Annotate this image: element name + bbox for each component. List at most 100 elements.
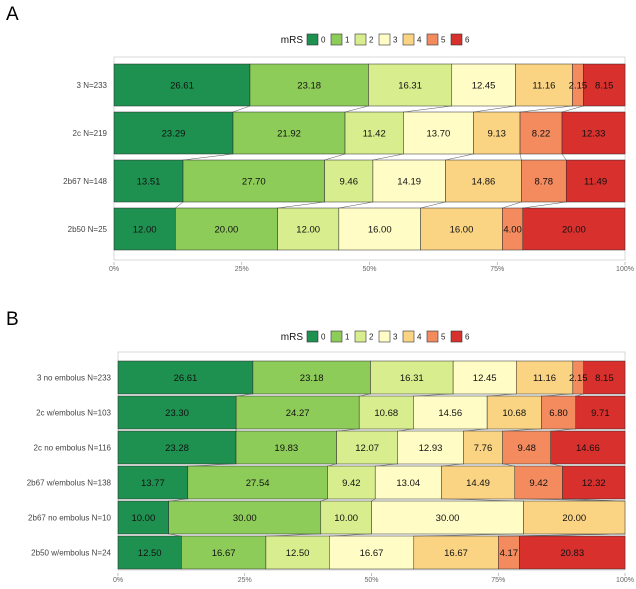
segment-label: 20.00 xyxy=(215,225,239,236)
panel-b-label: B xyxy=(6,309,19,330)
legend-swatch-mrs-4 xyxy=(402,330,415,343)
bar-2b50-w-embolus-n-24-mrs-6 xyxy=(519,535,626,570)
bar-2b67-w-embolus-n-138-mrs-4 xyxy=(441,465,516,500)
panel-a-bars xyxy=(113,63,626,251)
bar-2b50-n-25-mrs-0 xyxy=(113,207,176,251)
connector-line xyxy=(550,428,576,432)
bar-2b67-no-embolus-n-10-mrs-4 xyxy=(523,500,626,535)
legend-label-mrs-5: 5 xyxy=(441,36,446,45)
bar-2b67-w-embolus-n-138-mrs-3 xyxy=(374,465,442,500)
bar-2c-no-embolus-n-116-mrs-0 xyxy=(117,430,237,465)
segment-label: 12.00 xyxy=(133,225,157,236)
bar-3-n-233-mrs-6 xyxy=(583,63,626,107)
legend-swatch-mrs-3 xyxy=(378,330,391,343)
bar-2b50-w-embolus-n-24-mrs-4 xyxy=(413,535,499,570)
bar-2b67-w-embolus-n-138-mrs-6 xyxy=(562,465,626,500)
legend-label-mrs-1: 1 xyxy=(345,36,350,45)
connector-line xyxy=(514,498,626,502)
connector-line xyxy=(519,153,522,161)
connector-line xyxy=(320,498,328,502)
legend-swatch-mrs-1 xyxy=(330,33,343,46)
x-tick-label: 75% xyxy=(490,266,504,273)
category-label: 2c N=219 xyxy=(73,129,108,138)
connector-line xyxy=(473,105,516,113)
panel-a-label: A xyxy=(6,4,19,25)
bar-3-no-embolus-n-233-mrs-3 xyxy=(452,360,517,395)
segment-label: 16.00 xyxy=(450,225,474,236)
connector-line xyxy=(487,393,517,397)
segment-label: 12.93 xyxy=(419,443,443,454)
category-label: 2c w/embolus N=103 xyxy=(36,409,111,418)
legend-swatch-mrs-3 xyxy=(378,33,391,46)
bar-2b67-n-148-mrs-6 xyxy=(565,159,626,203)
x-tick-label: 100% xyxy=(616,577,634,584)
segment-label: 16.00 xyxy=(368,225,392,236)
bar-2c-w-embolus-n-103-mrs-4 xyxy=(486,395,542,430)
bar-2b67-no-embolus-n-10-mrs-3 xyxy=(371,500,524,535)
connector-line xyxy=(277,201,325,209)
bar-2b67-w-embolus-n-138-mrs-1 xyxy=(187,465,328,500)
panel-a-x-ticks: 0% 25% 50% 75% 100% xyxy=(109,262,634,273)
segment-label: 26.61 xyxy=(174,373,198,384)
bar-2c-w-embolus-n-103-mrs-1 xyxy=(235,395,360,430)
connector-line xyxy=(344,105,369,113)
segment-label: 9.48 xyxy=(517,443,536,454)
bar-3-no-embolus-n-233-mrs-6 xyxy=(583,360,626,395)
connector-line xyxy=(375,463,398,467)
segment-label: 10.68 xyxy=(502,408,526,419)
connector-line xyxy=(372,153,404,161)
connector-line xyxy=(265,533,321,537)
legend-swatch-mrs-0 xyxy=(306,33,319,46)
bar-2c-no-embolus-n-116-mrs-4 xyxy=(463,430,503,465)
bar-2b67-no-embolus-n-10-mrs-0 xyxy=(117,500,169,535)
connector-line xyxy=(441,463,464,467)
segment-label: 12.07 xyxy=(355,443,379,454)
category-label: 3 no embolus N=233 xyxy=(37,374,112,383)
bar-3-no-embolus-n-233-mrs-4 xyxy=(515,360,574,395)
segment-label: 7.76 xyxy=(474,443,493,454)
connector-line xyxy=(575,393,584,397)
bar-2c-n-219-mrs-2 xyxy=(344,111,404,155)
connector-line xyxy=(232,105,251,113)
bar-2b67-n-148-mrs-4 xyxy=(445,159,522,203)
segment-label: 27.70 xyxy=(242,177,266,188)
segment-label: 23.29 xyxy=(162,129,186,140)
segment-label: 12.50 xyxy=(286,548,310,559)
segment-label: 13.51 xyxy=(137,177,161,188)
panel-b-legend-items: 0 1 2 3 4 5 6 xyxy=(306,330,470,343)
bar-2c-n-219-mrs-0 xyxy=(113,111,234,155)
legend-label-mrs-0: 0 xyxy=(321,333,326,342)
segment-label: 11.42 xyxy=(363,129,386,140)
bar-3-no-embolus-n-233-mrs-0 xyxy=(117,360,254,395)
legend-swatch-mrs-5 xyxy=(426,33,439,46)
legend-label-mrs-4: 4 xyxy=(417,333,422,342)
segment-label: 14.66 xyxy=(576,443,600,454)
segment-label: 8.78 xyxy=(535,177,554,188)
segment-label: 19.83 xyxy=(274,443,298,454)
panel-b-x-ticks: 0% 25% 50% 75% 100% xyxy=(113,573,634,584)
legend-label-mrs-4: 4 xyxy=(417,36,422,45)
bar-2c-n-219-mrs-3 xyxy=(403,111,474,155)
bar-2b67-n-148-mrs-5 xyxy=(521,159,567,203)
segment-label: 12.00 xyxy=(296,225,320,236)
bar-2c-w-embolus-n-103-mrs-6 xyxy=(575,395,626,430)
bar-2b50-n-25-mrs-1 xyxy=(175,207,278,251)
bar-2c-no-embolus-n-116-mrs-5 xyxy=(502,430,551,465)
connector-line xyxy=(561,153,567,161)
connector-line xyxy=(168,498,188,502)
bar-2b67-n-148-mrs-2 xyxy=(324,159,374,203)
connector-line xyxy=(520,105,573,113)
bar-2b50-w-embolus-n-24-mrs-1 xyxy=(181,535,267,570)
bar-2b50-n-25-mrs-6 xyxy=(522,207,626,251)
panel-a-legend-title: mRS xyxy=(281,35,304,46)
bar-2c-w-embolus-n-103-mrs-0 xyxy=(117,395,237,430)
segment-label: 13.77 xyxy=(141,478,165,489)
bar-3-no-embolus-n-233-mrs-1 xyxy=(252,360,371,395)
category-label: 2b67 no embolus N=10 xyxy=(28,514,112,523)
legend-label-mrs-3: 3 xyxy=(393,36,398,45)
segment-label: 16.31 xyxy=(398,81,422,92)
segment-label: 20.83 xyxy=(560,548,584,559)
category-label: 2b50 w/embolus N=24 xyxy=(31,549,111,558)
bar-2b67-w-embolus-n-138-mrs-0 xyxy=(117,465,189,500)
